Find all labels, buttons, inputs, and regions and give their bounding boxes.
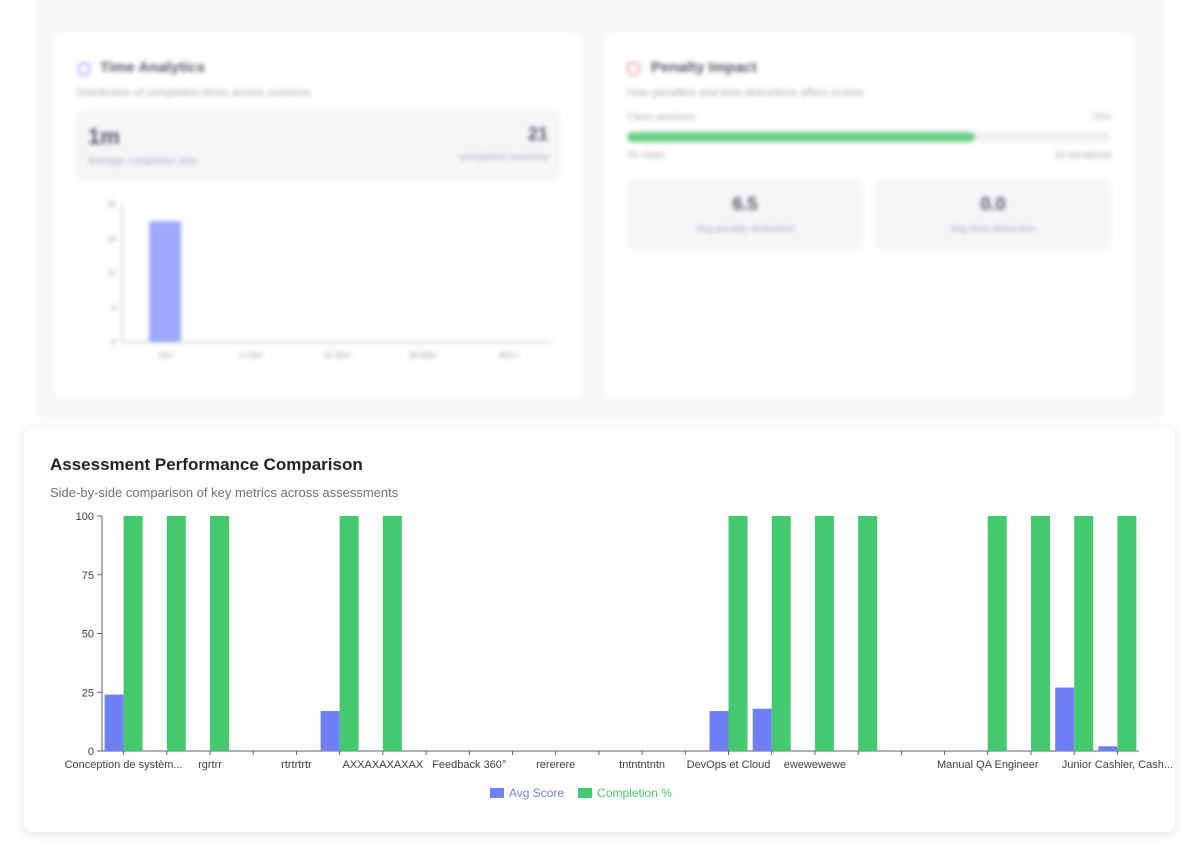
- legend-avg-score-swatch: [490, 788, 504, 798]
- time-analytics-card: Time Analytics Distribution of completio…: [52, 32, 584, 400]
- x-tick-label: Manual QA Engineer: [937, 759, 1039, 771]
- avg-completion-label: Average completion time: [88, 156, 198, 167]
- assessment-performance-card: Assessment Performance Comparison Side-b…: [24, 427, 1175, 832]
- completion-bar: [1117, 516, 1137, 751]
- penalty-impact-title: Penalty Impact: [651, 59, 757, 76]
- avg-score-bar: [709, 711, 729, 751]
- completion-bar: [123, 516, 143, 751]
- completion-bar: [382, 516, 402, 751]
- y-tick-label: 25: [82, 687, 94, 699]
- clean-sessions-percent: 72%: [1090, 112, 1111, 123]
- clean-count: 26 clean: [627, 150, 665, 161]
- legend-completion[interactable]: Completion %: [578, 786, 672, 800]
- clock-icon: [77, 62, 91, 76]
- time-x-tick-label: 60m+: [499, 351, 520, 360]
- avg-penalty-box: 6.5 Avg penalty deduction: [627, 180, 863, 250]
- completion-bar: [858, 516, 878, 751]
- avg-time-label: Avg time deduction: [950, 224, 1036, 235]
- completed-sessions-label: completed sessions: [460, 152, 548, 163]
- completion-bar: [1074, 516, 1094, 751]
- time-y-tick-label: 0: [112, 338, 117, 347]
- time-x-tick-label: 15-30m: [323, 351, 350, 360]
- avg-penalty-value: 6.5: [732, 194, 758, 214]
- clean-sessions-label: Clean sessions: [627, 112, 695, 123]
- penalty-impact-subtitle: How penalties and time deductions affect…: [627, 87, 863, 99]
- clean-sessions-track: [627, 132, 1111, 142]
- completion-bar: [1030, 516, 1050, 751]
- x-tick-label: rtrtrtrtr: [281, 759, 312, 771]
- x-tick-label: DevOps et Cloud: [687, 759, 771, 771]
- x-tick-label: ewewewewe: [784, 759, 846, 771]
- legend-avg-score[interactable]: Avg Score: [490, 786, 564, 800]
- performance-comparison-chart: 0 25 50 75 100 Conception de systèm... rgrtrr r…: [65, 511, 1173, 771]
- completion-bar: [987, 516, 1007, 751]
- time-analytics-title: Time Analytics: [100, 59, 206, 76]
- completion-bar: [814, 516, 834, 751]
- x-tick-label: Feedback 360°: [432, 759, 506, 771]
- time-analytics-subtitle: Distribution of completion times across …: [76, 87, 311, 99]
- time-y-tick-label: 6: [112, 304, 117, 313]
- time-y-tick-label: 12: [107, 269, 116, 278]
- y-tick-label: 100: [76, 511, 94, 523]
- avg-time-value: 0.0: [980, 194, 1006, 214]
- completion-bar: [166, 516, 186, 751]
- time-x-tick-label: 30-60m: [409, 351, 436, 360]
- completion-bar: [210, 516, 230, 751]
- x-tick-label: rererere: [536, 759, 575, 771]
- x-tick-label: Conception de systèm...: [65, 759, 183, 771]
- x-tick-label: Junior Cashier, Cash...: [1062, 759, 1173, 771]
- performance-title: Assessment Performance Comparison: [50, 455, 363, 474]
- legend-avg-score-label: Avg Score: [509, 786, 565, 800]
- avg-time-box: 0.0 Avg time deduction: [875, 180, 1111, 250]
- shield-icon: [627, 62, 640, 76]
- penalized-count: 10 penalized: [1054, 150, 1111, 161]
- completion-bar: [339, 516, 359, 751]
- time-distribution-chart: 0 6 12 18 24 <5m 5-15m 15-30m 30-60m 60m+: [107, 200, 552, 360]
- legend-completion-label: Completion %: [597, 786, 672, 800]
- y-tick-label: 50: [82, 629, 94, 641]
- y-tick-label: 0: [88, 746, 94, 758]
- time-x-tick-label: <5m: [157, 351, 173, 360]
- avg-score-bar: [1098, 746, 1118, 751]
- avg-score-bar: [104, 694, 124, 751]
- completion-bar: [728, 516, 748, 751]
- avg-completion-value: 1m: [88, 124, 120, 149]
- chart-legend: Avg Score Completion %: [490, 786, 672, 800]
- completion-summary-box: 1m Average completion time 21 completed …: [76, 110, 560, 180]
- avg-score-bar: [1055, 687, 1075, 751]
- avg-score-bar: [320, 711, 340, 751]
- x-tick-label: AXXAXAXAXAX: [342, 759, 423, 771]
- clean-sessions-fill: [627, 132, 976, 142]
- y-tick-label: 75: [82, 570, 94, 582]
- time-bar: [149, 221, 181, 342]
- completion-bar: [771, 516, 791, 751]
- avg-score-bar: [752, 708, 772, 751]
- time-y-tick-label: 24: [107, 200, 116, 209]
- avg-penalty-label: Avg penalty deduction: [695, 224, 795, 235]
- legend-completion-swatch: [578, 788, 593, 798]
- completed-sessions-value: 21: [527, 124, 548, 144]
- time-y-tick-label: 18: [107, 235, 116, 244]
- x-tick-label: rgrtrr: [198, 759, 222, 771]
- penalty-impact-card: Penalty Impact How penalties and time de…: [603, 32, 1135, 400]
- performance-subtitle: Side-by-side comparison of key metrics a…: [50, 485, 399, 500]
- time-x-tick-label: 5-15m: [240, 351, 263, 360]
- x-tick-label: tntntntntn: [619, 759, 665, 771]
